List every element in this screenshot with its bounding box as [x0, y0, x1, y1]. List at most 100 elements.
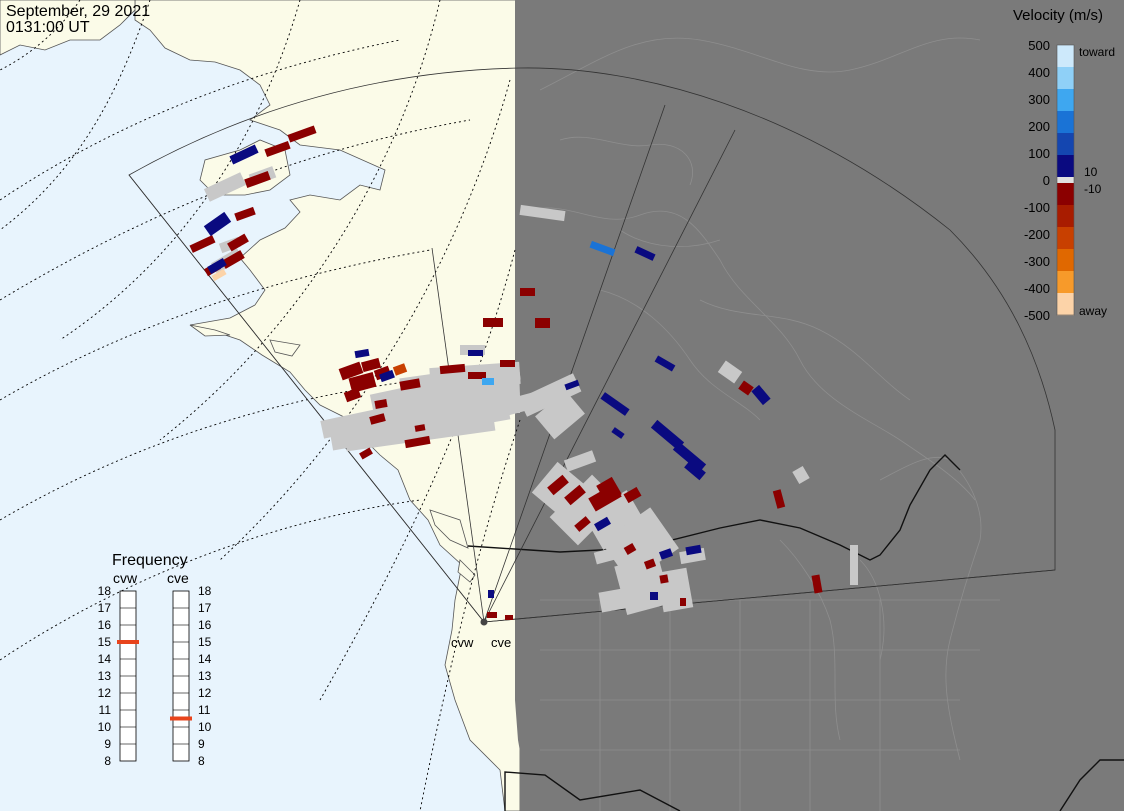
ground-scatter-layer — [203, 166, 858, 615]
negative-velocity-cell — [244, 170, 271, 189]
frequency-marker-cve — [170, 716, 192, 721]
negative-velocity-cell — [369, 413, 386, 425]
frequency-title: Frequency — [112, 552, 188, 569]
positive-velocity-cell — [650, 419, 685, 451]
positive-velocity-cell — [658, 548, 674, 560]
negative-velocity-cell — [338, 361, 364, 381]
frequency-tick-label: 16 — [98, 618, 112, 632]
colorbar-swatch — [1057, 271, 1074, 294]
radar-site-marker[interactable] — [480, 618, 488, 626]
negative-velocity-cell — [264, 140, 291, 158]
radar-label-cvw: cvw — [451, 635, 474, 650]
national-border — [467, 454, 1124, 811]
negative-velocity-cell — [643, 558, 657, 570]
ground-scatter-cell — [593, 547, 617, 565]
frequency-tick-label: 13 — [98, 669, 112, 683]
colorbar-tick-label: -400 — [1024, 281, 1050, 296]
ground-scatter-cell — [792, 465, 810, 485]
positive-velocity-cell — [634, 246, 656, 261]
ground-scatter-cell — [563, 450, 597, 472]
frequency-tick-label: 10 — [198, 720, 212, 734]
frequency-tick-label: 14 — [98, 652, 112, 666]
ground-scatter-cell — [639, 579, 661, 593]
negative-velocity-cell — [623, 543, 637, 555]
frequency-tick-label: 18 — [98, 584, 112, 598]
colorbar-swatch — [1057, 111, 1074, 134]
positive-velocity-cell — [468, 350, 483, 356]
ground-scatter-cell — [535, 390, 585, 440]
positive-velocity-cell — [600, 392, 630, 416]
ground-scatter-cell — [583, 490, 647, 550]
positive-velocity-cell — [684, 459, 706, 481]
negative-velocity-cell — [535, 318, 550, 328]
velocity-cell — [211, 268, 227, 282]
colorbar-swatch — [1057, 45, 1074, 68]
negative-velocity-cell — [343, 387, 362, 403]
frequency-tick-label: 12 — [98, 686, 112, 700]
frequency-tick-label: 15 — [98, 635, 112, 649]
positive-velocity-cell — [207, 258, 227, 274]
negative-velocity-cell — [374, 399, 388, 409]
colorbar-title: Velocity (m/s) — [1013, 7, 1103, 24]
negative-velocity-cell — [227, 233, 249, 252]
colorbar-swatch — [1057, 205, 1074, 228]
time-label: 0131:00 UT — [6, 19, 90, 36]
negative-velocity-cell — [468, 372, 486, 379]
colorbar-tick-label: 100 — [1028, 146, 1050, 161]
negative-velocity-cell — [361, 357, 381, 373]
negative-velocity-cell — [189, 235, 216, 253]
colorbar-swatch — [1057, 227, 1074, 250]
negative-velocity-cell — [439, 363, 466, 375]
negative-velocity-cell — [547, 474, 569, 496]
negative-velocity-cell — [221, 250, 245, 269]
positive-velocity-cell — [354, 348, 370, 359]
velocity-cell — [482, 378, 494, 385]
frequency-tick-label: 10 — [98, 720, 112, 734]
colorbar-swatch — [1057, 249, 1074, 272]
positive-velocity-cell — [564, 379, 580, 391]
colorbar-toward-label: toward — [1079, 45, 1115, 59]
negative-velocity-cell — [359, 447, 373, 460]
positive-velocity-cell — [685, 544, 702, 556]
velocity-cells-layer — [189, 125, 823, 620]
positive-velocity-cell — [229, 144, 259, 165]
colorbar-swatch — [1057, 133, 1074, 156]
colorbar-pos10-label: 10 — [1084, 165, 1098, 179]
radar-fov — [128, 67, 1056, 623]
colorbar-swatch — [1057, 67, 1074, 90]
frequency-tick-label: 8 — [198, 754, 205, 768]
positive-velocity-cell — [203, 211, 232, 237]
negative-velocity-cell — [348, 372, 377, 393]
positive-velocity-cell — [594, 516, 611, 532]
colorbar-tick-label: -500 — [1024, 308, 1050, 323]
colorbar-swatch — [1057, 183, 1074, 206]
ground-scatter-cell — [519, 204, 566, 222]
frequency-tick-label: 14 — [198, 652, 212, 666]
frequency-marker-cvw — [117, 640, 139, 644]
ground-scatter-cell — [717, 360, 743, 384]
radar-sites: cvw cve — [451, 618, 511, 650]
velocity-colorbar: Velocity (m/s) 500 400 300 200 100 0 -100 -200 -… — [1013, 7, 1115, 323]
negative-velocity-cell — [564, 484, 586, 506]
date-label: September, 29 2021 — [6, 3, 150, 20]
radar-label-cve: cve — [491, 635, 511, 650]
frequency-tick-label: 15 — [198, 635, 212, 649]
positive-velocity-cell — [379, 369, 395, 383]
ground-scatter-cell — [344, 414, 496, 452]
negative-velocity-cell — [574, 516, 591, 532]
colorbar-swatch — [1057, 155, 1074, 178]
negative-velocity-cell — [505, 615, 513, 620]
colorbar-tick-label: 300 — [1028, 92, 1050, 107]
positive-velocity-cell — [650, 592, 658, 600]
positive-velocity-cell — [654, 355, 676, 372]
positive-velocity-cell — [488, 590, 494, 598]
negative-velocity-cell — [287, 125, 317, 143]
frequency-panel: Frequency cvw cve 18 17 16 15 14 13 12 11 10 9 8 18… — [98, 552, 212, 768]
negative-velocity-cell — [487, 612, 497, 618]
negative-velocity-cell — [680, 598, 686, 606]
negative-velocity-cell — [738, 380, 754, 396]
colorbar-tick-label: -200 — [1024, 227, 1050, 242]
frequency-tick-label: 11 — [99, 703, 112, 717]
